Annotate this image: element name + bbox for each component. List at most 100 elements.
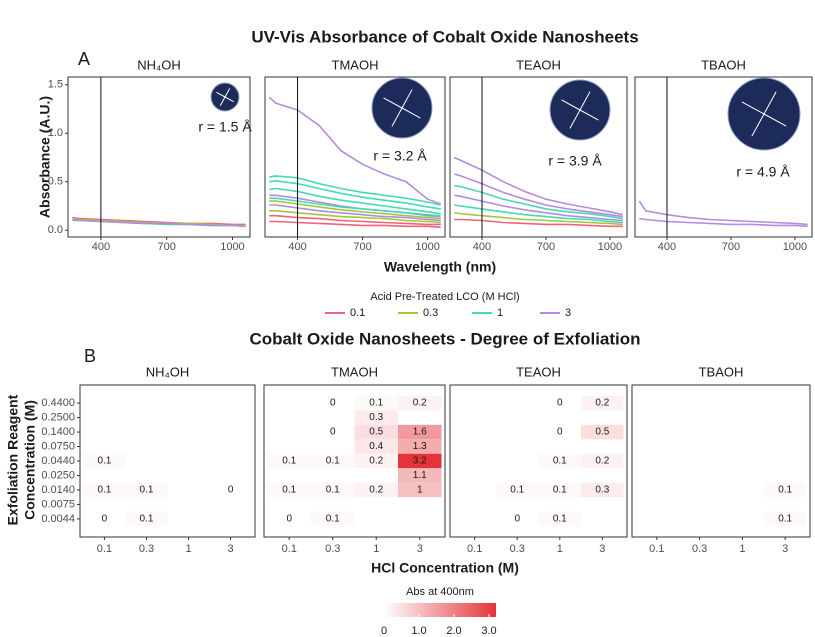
x-tick-label: 0.1 xyxy=(97,543,112,555)
heatmap-cell xyxy=(310,453,355,469)
legend-label: 1 xyxy=(497,307,503,319)
y-tick-label: 0.2500 xyxy=(41,411,75,423)
legend-label: 0.3 xyxy=(423,307,438,319)
heatmap-cell xyxy=(354,439,399,454)
heatmap-cell xyxy=(354,410,399,425)
colorbar-tick-label: 1.0 xyxy=(411,625,426,637)
series-line xyxy=(268,96,441,205)
heatmap-cell xyxy=(538,482,582,498)
heatmap-cell xyxy=(538,511,582,527)
cell-label: 0.3 xyxy=(369,412,383,423)
molecule-bond xyxy=(741,101,765,115)
cell-label: 0.1 xyxy=(778,514,792,525)
cell-label: 0.1 xyxy=(553,456,567,467)
series-line xyxy=(269,179,441,210)
x-tick-label: 400 xyxy=(288,241,306,253)
heatmap-cell xyxy=(538,395,582,411)
heatmap-cell xyxy=(581,453,624,469)
x-tick-label: 1 xyxy=(557,543,563,555)
x-axis-label: HCl Concentration (M) xyxy=(371,560,519,576)
series-line xyxy=(639,217,808,228)
x-tick-label: 0.3 xyxy=(692,543,707,555)
heatmap-cell xyxy=(83,511,126,527)
cell-label: 1.3 xyxy=(413,441,427,452)
facet-label: NH₄OH xyxy=(146,364,190,379)
cell-label: 1.1 xyxy=(413,470,427,481)
facet-label: TEAOH xyxy=(516,57,561,72)
x-tick-label: 0.3 xyxy=(139,543,154,555)
cell-label: 1 xyxy=(417,485,423,496)
x-axis-label: Wavelength (nm) xyxy=(384,259,496,275)
colorbar-tick-label: 3.0 xyxy=(481,625,496,637)
cell-label: 1.6 xyxy=(413,427,427,438)
molecule-bond xyxy=(579,109,599,121)
heatmap-cell xyxy=(354,482,399,498)
molecule-bond xyxy=(561,99,581,111)
cell-label: 0.2 xyxy=(369,456,383,467)
heatmap-cell xyxy=(398,424,442,440)
cell-label: 0 xyxy=(557,427,563,438)
heatmap-cell xyxy=(354,424,399,440)
series-line xyxy=(453,156,623,216)
heatmap-cell xyxy=(581,395,624,411)
panel-a-title: UV-Vis Absorbance of Cobalt Oxide Nanosh… xyxy=(251,27,638,46)
cell-label: 0.1 xyxy=(282,456,296,467)
series-line xyxy=(454,194,623,222)
cell-label: 0.1 xyxy=(326,485,340,496)
radius-annotation: r = 1.5 Å xyxy=(198,119,252,135)
cell-label: 0.1 xyxy=(553,514,567,525)
series-line xyxy=(269,204,441,222)
x-tick-label: 700 xyxy=(157,241,175,253)
x-tick-label: 1000 xyxy=(415,241,439,253)
y-tick-label: 0.1400 xyxy=(41,426,75,438)
y-tick-label: 0.5 xyxy=(48,176,63,188)
heatmap-cell xyxy=(83,453,126,469)
heatmap-cell xyxy=(125,482,168,498)
molecule-bond xyxy=(383,97,403,109)
facet-label: TBAOH xyxy=(699,364,744,379)
colorbar-tick-label: 0 xyxy=(381,625,387,637)
cell-label: 0 xyxy=(228,485,234,496)
cell-label: 0 xyxy=(514,514,520,525)
molecule-bond xyxy=(763,91,777,115)
heatmap-cell xyxy=(538,453,582,469)
heatmap-cell xyxy=(538,424,582,440)
x-tick-label: 3 xyxy=(782,543,788,555)
cell-label: 0.1 xyxy=(282,485,296,496)
cell-label: 3.2 xyxy=(413,456,427,467)
cell-label: 0 xyxy=(102,514,108,525)
cell-label: 0.1 xyxy=(510,485,524,496)
cell-label: 0.1 xyxy=(140,485,154,496)
y-tick-label: 1.0 xyxy=(48,127,63,139)
molecule-bond xyxy=(401,89,413,109)
series-line xyxy=(269,175,441,206)
x-tick-label: 0.1 xyxy=(649,543,664,555)
molecule-bond xyxy=(579,91,591,111)
x-tick-label: 700 xyxy=(537,241,555,253)
x-tick-label: 0.3 xyxy=(325,543,340,555)
heatmap-cell xyxy=(354,395,399,411)
legend-label: 0.1 xyxy=(350,307,365,319)
x-tick-label: 700 xyxy=(722,241,740,253)
colorbar xyxy=(384,603,496,617)
y-axis-label: Exfoliation Reagent xyxy=(5,394,21,525)
cell-label: 0.2 xyxy=(413,398,427,409)
y-axis-label: Absorbance (A.U.) xyxy=(37,96,53,218)
heatmap-cell xyxy=(495,482,539,498)
series-line xyxy=(638,200,808,226)
facet-label: TBAOH xyxy=(701,57,746,72)
x-tick-label: 1000 xyxy=(783,241,807,253)
x-tick-label: 3 xyxy=(228,543,234,555)
legend-label: 3 xyxy=(565,307,571,319)
series-line xyxy=(454,212,623,226)
series-line xyxy=(454,184,623,220)
x-tick-label: 3 xyxy=(417,543,423,555)
series-line xyxy=(72,218,246,228)
cell-label: 0 xyxy=(557,398,563,409)
legend-title: Acid Pre-Treated LCO (M HCl) xyxy=(370,291,519,303)
series-line xyxy=(454,173,623,218)
heatmap-cell xyxy=(310,424,355,440)
x-tick-label: 400 xyxy=(658,241,676,253)
cell-label: 0.1 xyxy=(97,485,111,496)
heatmap-cell xyxy=(763,482,807,498)
